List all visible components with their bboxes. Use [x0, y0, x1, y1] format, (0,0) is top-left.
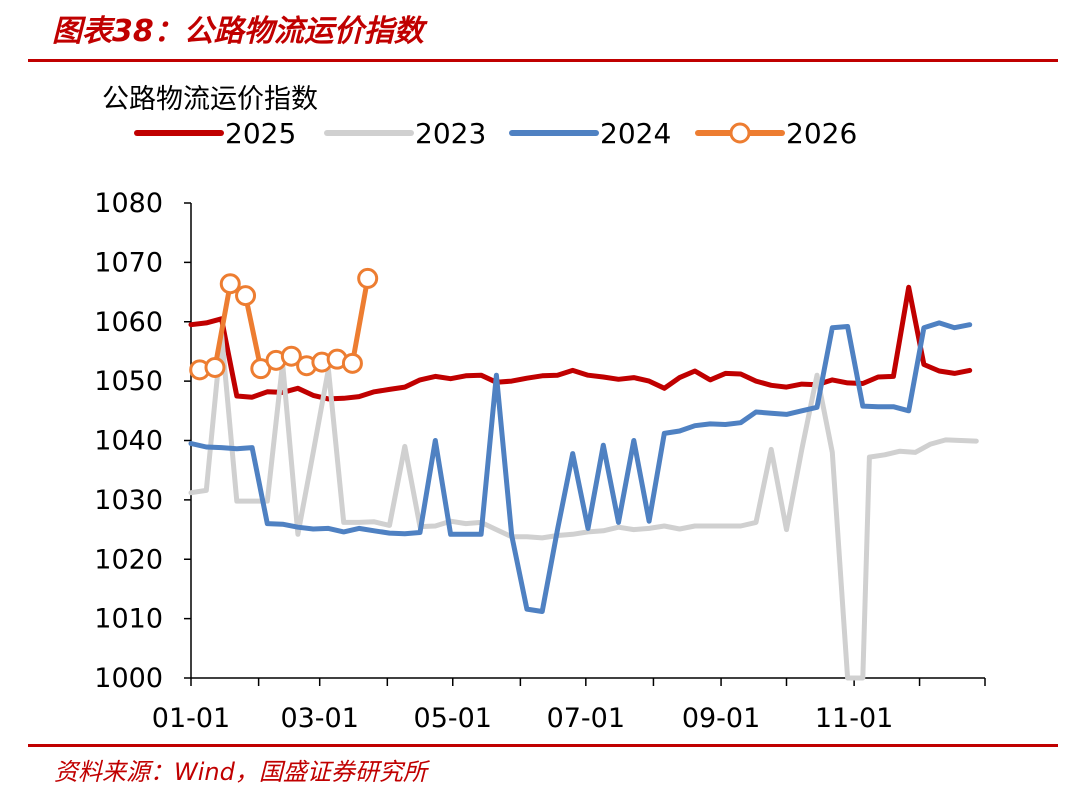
- data-point: [235, 285, 257, 307]
- y-tick-label: 1050: [94, 366, 163, 397]
- x-tick-label: 05-01: [414, 703, 492, 734]
- y-tick-label: 1070: [94, 247, 163, 278]
- x-tick-label: 07-01: [547, 703, 625, 734]
- x-tick-label: 11-01: [815, 703, 893, 734]
- legend-label: 2025: [225, 117, 296, 150]
- series-2023: [188, 331, 979, 681]
- x-tick-label: 03-01: [280, 703, 358, 734]
- series-2026: [189, 267, 379, 381]
- y-tick-label: 1080: [94, 188, 163, 219]
- source-note: 资料来源：Wind，国盛证券研究所: [54, 758, 427, 786]
- legend-label: 2023: [415, 117, 486, 150]
- legend-item-2024: 2024: [509, 117, 671, 150]
- data-point: [204, 356, 226, 378]
- legend-marker: [729, 122, 751, 144]
- data-point: [280, 345, 302, 367]
- legend-label: 2026: [786, 117, 857, 150]
- figure-title: 图表38：公路物流运价指数: [52, 14, 424, 49]
- legend-item-2023: 2023: [324, 117, 486, 150]
- data-point: [341, 352, 363, 374]
- series-line-2024: [188, 320, 973, 614]
- series-line-2023: [188, 331, 979, 681]
- y-tick-label: 1060: [94, 307, 163, 338]
- legend-item-2026: 2026: [695, 117, 857, 150]
- legend-label: 2024: [600, 117, 671, 150]
- y-tick-label: 1030: [94, 485, 163, 516]
- x-tick-label: 01-01: [152, 703, 230, 734]
- legend-item-2025: 2025: [134, 117, 296, 150]
- title-divider: [28, 59, 1058, 62]
- series-layer: [188, 267, 979, 681]
- y-tick-label: 1000: [94, 663, 163, 694]
- y-tick-label: 1020: [94, 544, 163, 575]
- x-tick-label: 09-01: [682, 703, 760, 734]
- series-2024: [188, 320, 973, 614]
- data-point: [219, 273, 241, 295]
- source-divider: [28, 744, 1058, 747]
- data-point: [357, 267, 379, 289]
- chart-title: 公路物流运价指数: [102, 84, 318, 115]
- y-tick-label: 1010: [94, 604, 163, 635]
- y-tick-label: 1040: [94, 426, 163, 457]
- legend: 2025 2023 2024 2026: [134, 117, 857, 150]
- axes: 1000 1010 1020 1030 1040 1050 1060 1070 1080 01-0…: [94, 188, 986, 734]
